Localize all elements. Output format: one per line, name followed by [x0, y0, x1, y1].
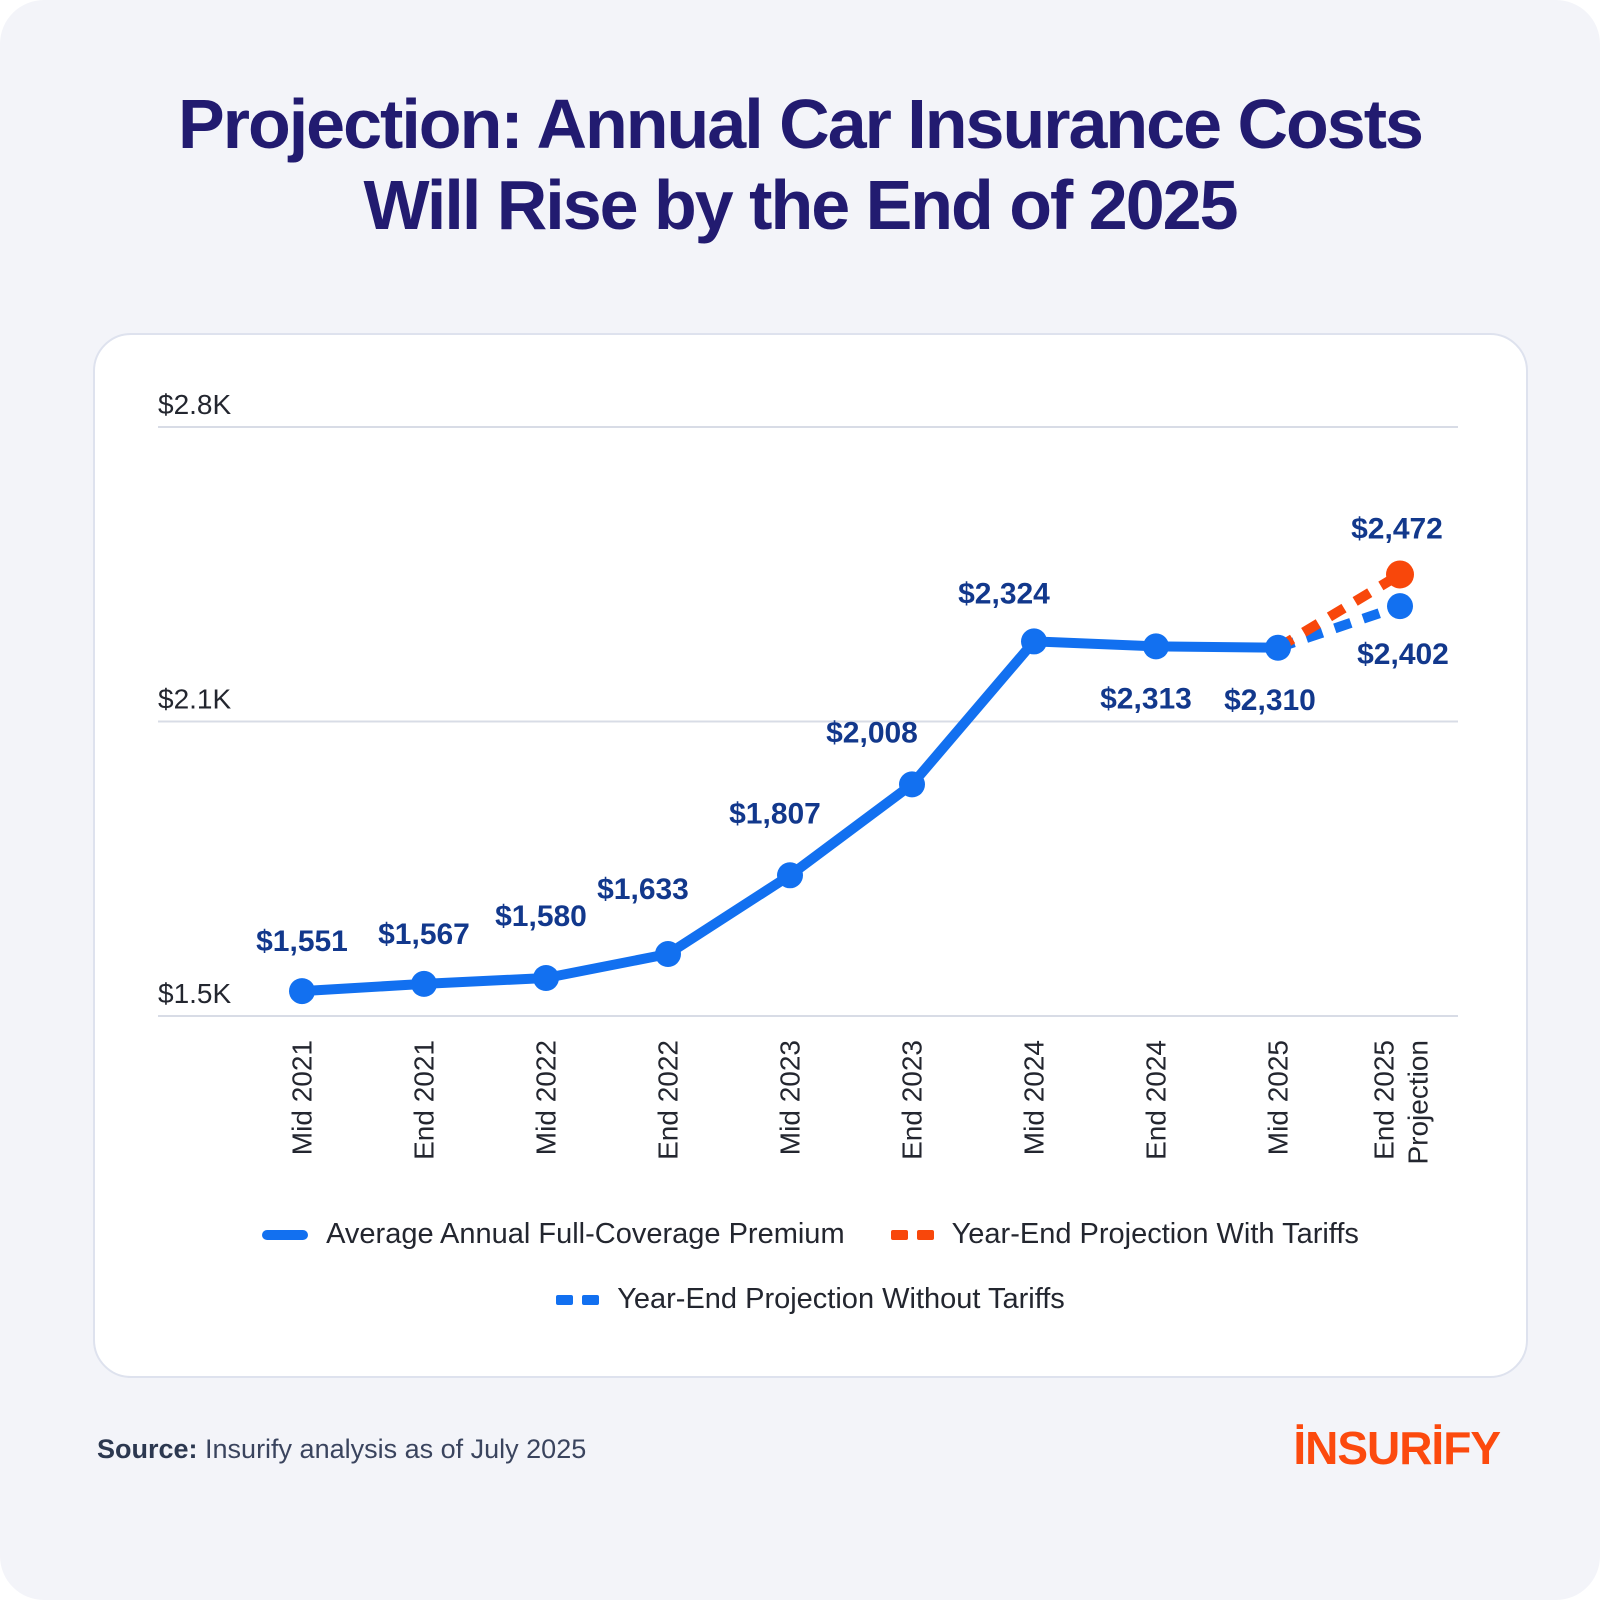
dashed-line-swatch — [556, 1294, 600, 1305]
legend-item-without-tariffs: Year-End Projection Without Tariffs — [556, 1283, 1065, 1316]
legend-item-with-tariffs: Year-End Projection With Tariffs — [890, 1218, 1359, 1251]
legend-label: Average Annual Full-Coverage Premium — [326, 1218, 845, 1250]
source-text: Insurify analysis as of July 2025 — [197, 1434, 587, 1464]
source-label: Source: — [97, 1434, 198, 1464]
legend-item-premium: Average Annual Full-Coverage Premium — [262, 1218, 845, 1251]
solid-line-swatch — [262, 1229, 309, 1240]
title-line-2: Will Rise by the End of 2025 — [363, 166, 1238, 245]
legend-label: Year-End Projection With Tariffs — [951, 1218, 1359, 1250]
legend-row-2: Year-End Projection Without Tariffs — [556, 1283, 1065, 1316]
legend-label: Year-End Projection Without Tariffs — [617, 1283, 1065, 1315]
title-line-1: Projection: Annual Car Insurance Costs — [178, 85, 1424, 163]
chart-legend: Average Annual Full-Coverage Premium Yea… — [93, 1218, 1528, 1316]
insurify-logo: İNSURİFY — [1293, 1422, 1501, 1474]
page-title: Projection: Annual Car Insurance Costs W… — [0, 84, 1600, 246]
dashed-line-swatch — [890, 1229, 934, 1240]
source-note: Source: Insurify analysis as of July 202… — [97, 1434, 586, 1465]
legend-row-1: Average Annual Full-Coverage Premium Yea… — [262, 1218, 1359, 1251]
